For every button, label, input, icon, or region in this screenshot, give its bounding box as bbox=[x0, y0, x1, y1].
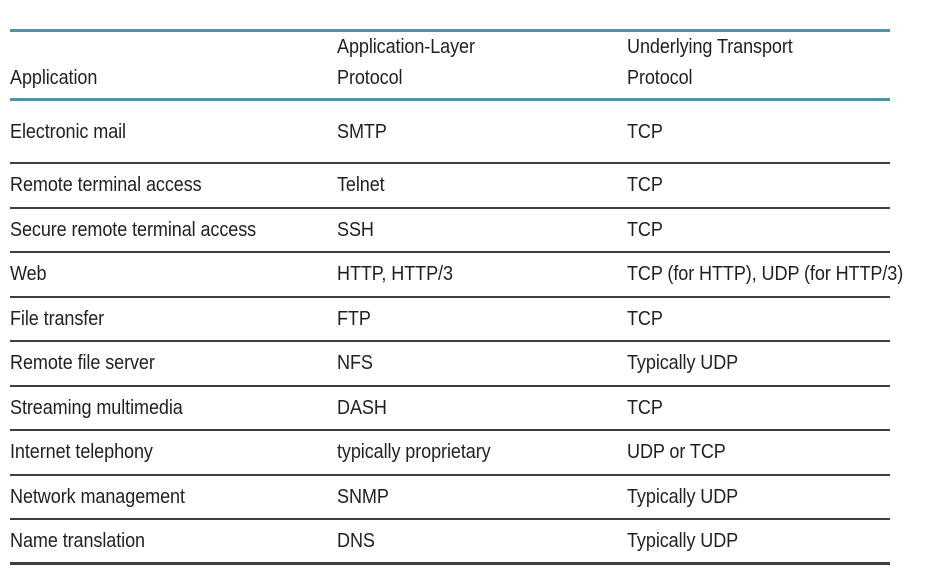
application-value: Electronic mail bbox=[10, 119, 126, 143]
transport-protocol-value: TCP bbox=[627, 119, 663, 143]
transport-protocol-cell: Typically UDP bbox=[627, 351, 890, 375]
app-protocol-cell: FTP bbox=[337, 307, 627, 331]
app-protocol-cell: SNMP bbox=[337, 485, 627, 509]
header-transport-protocol: Underlying Transport Protocol bbox=[627, 31, 890, 93]
transport-protocol-value: UDP or TCP bbox=[627, 440, 726, 464]
header-app-layer-protocol: Application-Layer Protocol bbox=[337, 31, 627, 93]
app-protocol-cell: NFS bbox=[337, 351, 627, 375]
header-transport-protocol-line2: Protocol bbox=[627, 66, 693, 89]
application-value: Remote terminal access bbox=[10, 173, 202, 197]
app-protocol-value: Telnet bbox=[337, 173, 385, 197]
app-protocol-value: SSH bbox=[337, 217, 374, 241]
app-protocol-value: DNS bbox=[337, 528, 375, 552]
table-row: Network management SNMP Typically UDP bbox=[10, 476, 890, 520]
app-protocol-value: SMTP bbox=[337, 119, 387, 143]
table-row: Electronic mail SMTP TCP bbox=[10, 101, 890, 164]
table-row: Secure remote terminal access SSH TCP bbox=[10, 209, 890, 253]
application-value: Streaming multimedia bbox=[10, 395, 183, 419]
application-cell: Internet telephony bbox=[10, 440, 337, 464]
table-row: Name translation DNS Typically UDP bbox=[10, 520, 890, 565]
app-protocol-value: DASH bbox=[337, 395, 387, 419]
app-protocol-cell: SMTP bbox=[337, 120, 627, 144]
application-cell: Web bbox=[10, 262, 337, 286]
header-application-label: Application bbox=[10, 66, 98, 89]
transport-protocol-cell: Typically UDP bbox=[627, 529, 890, 553]
table-row: Remote file server NFS Typically UDP bbox=[10, 342, 890, 387]
table-row: Streaming multimedia DASH TCP bbox=[10, 387, 890, 431]
table-row: Remote terminal access Telnet TCP bbox=[10, 164, 890, 209]
application-cell: Secure remote terminal access bbox=[10, 218, 337, 242]
application-value: Web bbox=[10, 262, 47, 286]
application-value: Name translation bbox=[10, 528, 145, 552]
transport-protocol-value: Typically UDP bbox=[627, 351, 739, 375]
transport-protocol-value: Typically UDP bbox=[627, 484, 739, 508]
application-cell: Name translation bbox=[10, 529, 337, 553]
transport-protocol-cell: Typically UDP bbox=[627, 485, 890, 509]
application-cell: Streaming multimedia bbox=[10, 396, 337, 420]
app-protocol-value: typically proprietary bbox=[337, 440, 491, 464]
header-app-layer-protocol-line2: Protocol bbox=[337, 66, 403, 89]
app-protocol-cell: SSH bbox=[337, 218, 627, 242]
application-cell: Remote terminal access bbox=[10, 173, 337, 197]
application-value: Remote file server bbox=[10, 351, 155, 375]
header-app-layer-protocol-line1: Application-Layer bbox=[337, 35, 475, 58]
header-transport-protocol-line1: Underlying Transport bbox=[627, 35, 793, 58]
app-protocol-value: FTP bbox=[337, 306, 371, 330]
transport-protocol-value: TCP bbox=[627, 306, 663, 330]
app-protocol-cell: DNS bbox=[337, 529, 627, 553]
table-row: Internet telephony typically proprietary… bbox=[10, 431, 890, 476]
application-cell: Electronic mail bbox=[10, 120, 337, 144]
application-cell: File transfer bbox=[10, 307, 337, 331]
transport-protocol-value: TCP (for HTTP), UDP (for HTTP/3) bbox=[627, 262, 904, 286]
application-value: Internet telephony bbox=[10, 440, 153, 464]
app-protocol-value: NFS bbox=[337, 351, 373, 375]
transport-protocol-value: TCP bbox=[627, 217, 663, 241]
transport-protocol-cell: TCP (for HTTP), UDP (for HTTP/3) bbox=[627, 262, 929, 286]
app-protocol-value: HTTP, HTTP/3 bbox=[337, 262, 453, 286]
transport-protocol-cell: TCP bbox=[627, 120, 890, 144]
protocols-table: Application Application-Layer Protocol U… bbox=[10, 29, 903, 565]
transport-protocol-value: Typically UDP bbox=[627, 528, 739, 552]
transport-protocol-cell: UDP or TCP bbox=[627, 440, 890, 464]
application-value: Network management bbox=[10, 484, 185, 508]
application-cell: Network management bbox=[10, 485, 337, 509]
app-protocol-cell: DASH bbox=[337, 396, 627, 420]
header-application: Application bbox=[10, 62, 337, 93]
application-cell: Remote file server bbox=[10, 351, 337, 375]
transport-protocol-cell: TCP bbox=[627, 307, 890, 331]
transport-protocol-value: TCP bbox=[627, 173, 663, 197]
app-protocol-value: SNMP bbox=[337, 484, 389, 508]
transport-protocol-value: TCP bbox=[627, 395, 663, 419]
app-protocol-cell: Telnet bbox=[337, 173, 627, 197]
table-row: Web HTTP, HTTP/3 TCP (for HTTP), UDP (fo… bbox=[10, 253, 903, 298]
application-value: Secure remote terminal access bbox=[10, 217, 257, 241]
transport-protocol-cell: TCP bbox=[627, 218, 890, 242]
transport-protocol-cell: TCP bbox=[627, 396, 890, 420]
transport-protocol-cell: TCP bbox=[627, 173, 890, 197]
table-row: File transfer FTP TCP bbox=[10, 298, 890, 342]
app-protocol-cell: HTTP, HTTP/3 bbox=[337, 262, 627, 286]
app-protocol-cell: typically proprietary bbox=[337, 440, 627, 464]
application-value: File transfer bbox=[10, 306, 105, 330]
table-header-row: Application Application-Layer Protocol U… bbox=[10, 29, 890, 101]
